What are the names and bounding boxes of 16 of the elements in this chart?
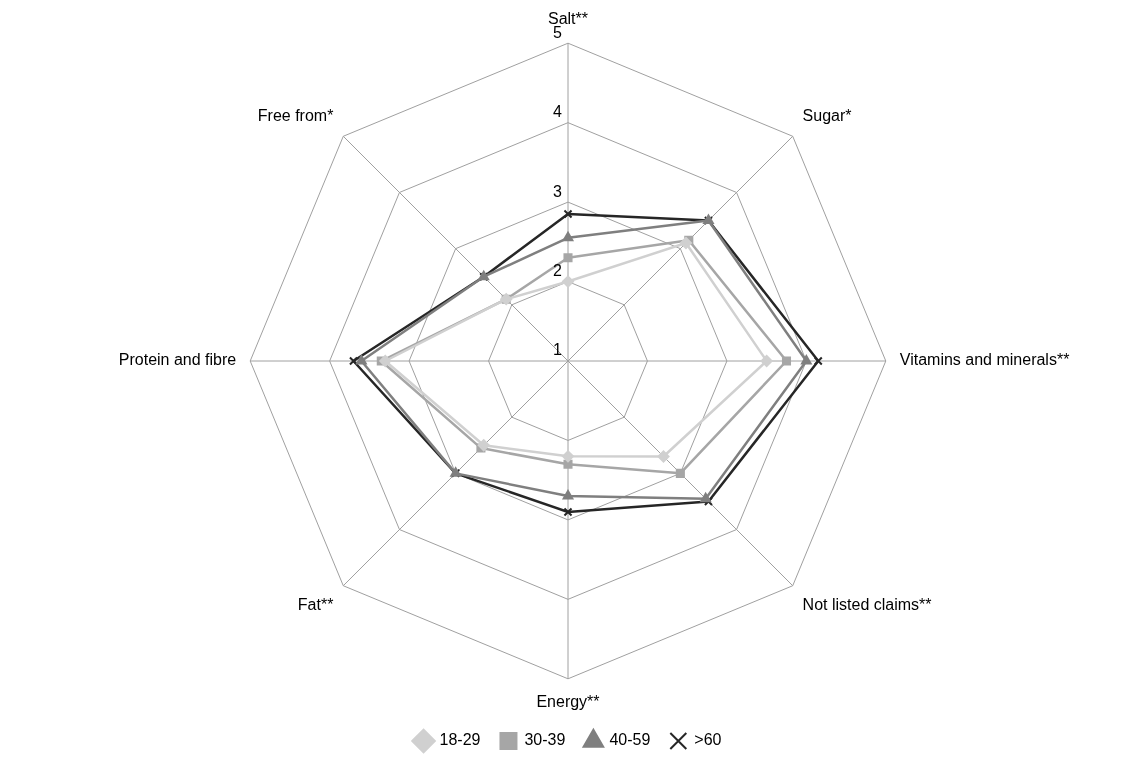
y-tick-label: 5 — [553, 23, 563, 41]
legend-label: 30-39 — [524, 731, 566, 749]
spoke-label: Sugar* — [802, 107, 852, 125]
legend-label: 40-59 — [609, 731, 651, 749]
spoke-label: Energy** — [536, 692, 600, 710]
spoke-label: Fat** — [297, 595, 334, 613]
y-tick-label: 1 — [553, 341, 563, 359]
spoke-label: Vitamins and minerals** — [899, 351, 1070, 369]
y-tick-label: 4 — [553, 103, 563, 121]
legend-label: >60 — [694, 731, 722, 749]
spoke-label: Not listed claims** — [802, 595, 932, 613]
legend-label: 18-29 — [439, 731, 481, 749]
y-tick-label: 3 — [553, 182, 563, 200]
spoke-label: Protein and fibre — [118, 351, 237, 369]
y-tick-label: 2 — [553, 261, 563, 279]
spoke-label: Free from* — [257, 107, 334, 125]
